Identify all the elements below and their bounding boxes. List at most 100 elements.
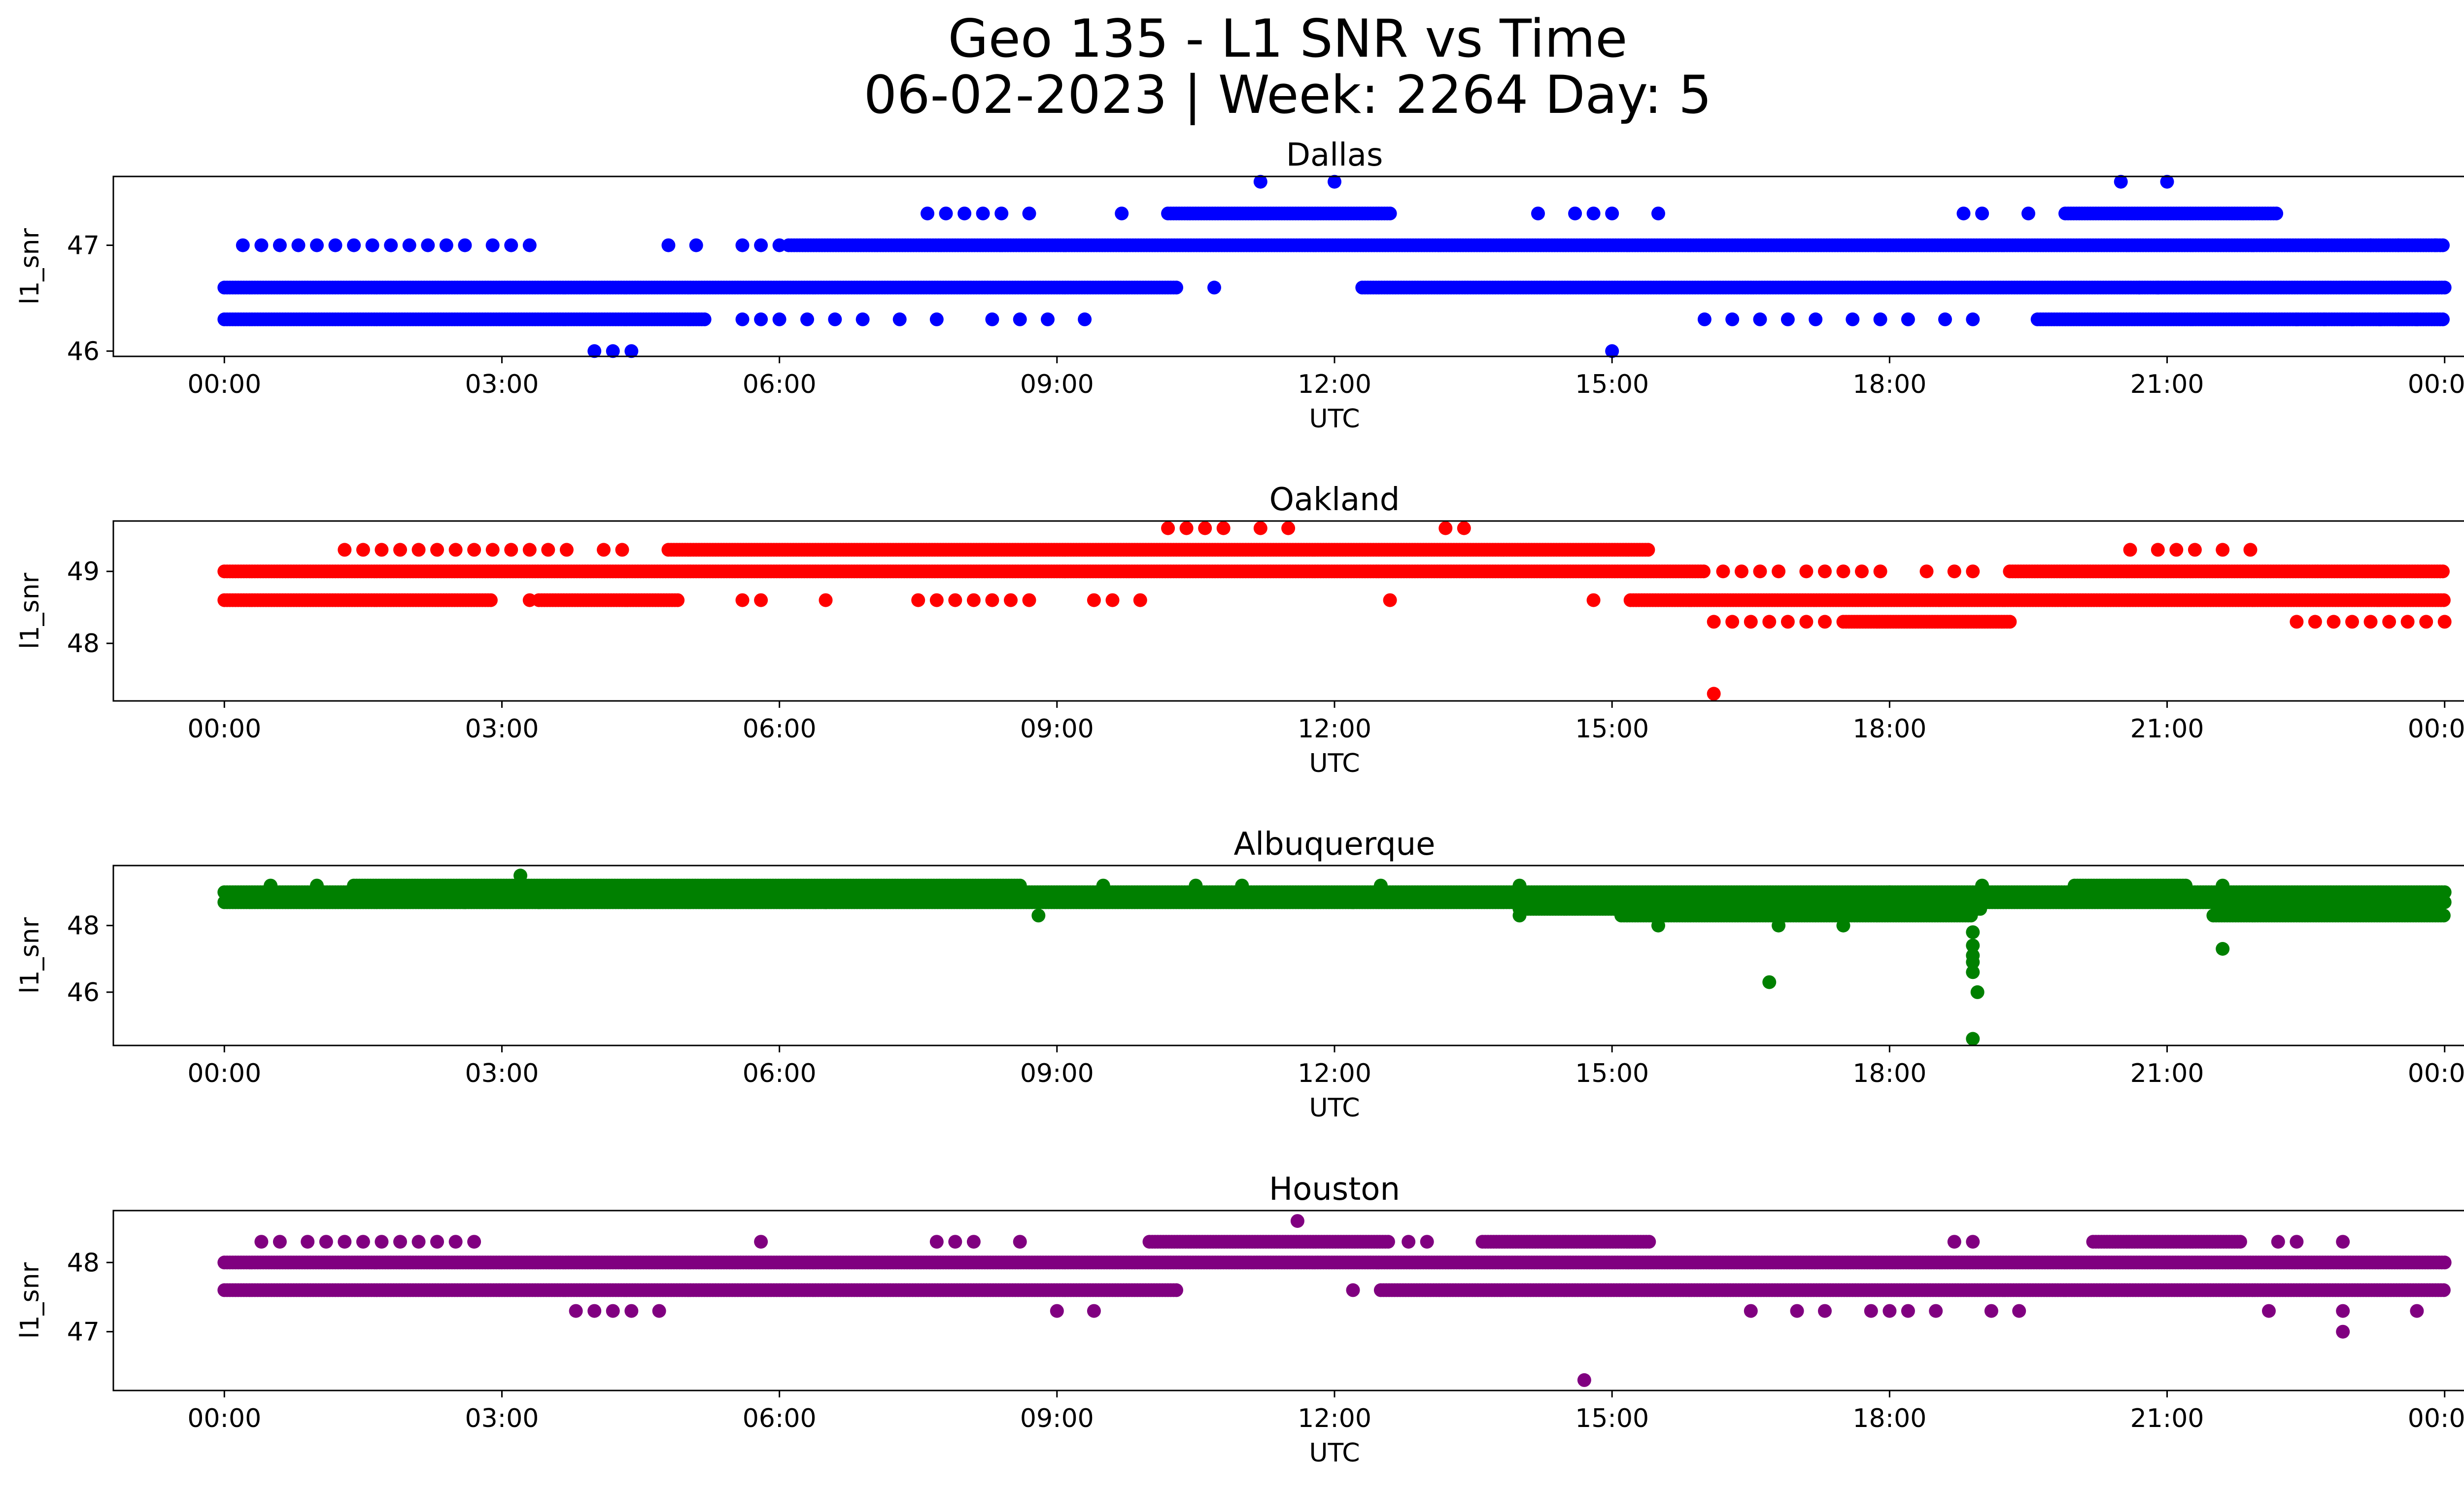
x-tick-label: 09:00 xyxy=(1020,370,1094,399)
data-point xyxy=(2436,312,2450,326)
data-point xyxy=(1753,312,1767,326)
x-tick-label: 21:00 xyxy=(2130,370,2204,399)
data-point xyxy=(2151,280,2165,295)
data-point xyxy=(1115,207,1129,221)
data-point xyxy=(921,207,934,221)
data-point xyxy=(1735,564,1748,579)
data-point xyxy=(800,312,814,326)
data-point xyxy=(1568,207,1582,221)
data-point xyxy=(1901,312,1915,326)
data-point xyxy=(597,543,611,557)
y-tick-label: 48 xyxy=(67,629,100,659)
data-point xyxy=(2429,238,2442,252)
data-point xyxy=(772,238,787,252)
data-point xyxy=(1004,593,1018,607)
data-point xyxy=(485,238,500,252)
data-point xyxy=(1161,521,1175,535)
data-point xyxy=(1531,207,1545,221)
data-point xyxy=(2317,312,2331,326)
data-point xyxy=(1207,280,1221,295)
data-point xyxy=(2132,280,2147,295)
data-point xyxy=(439,238,453,252)
data-point xyxy=(1586,593,1601,607)
data-point xyxy=(1799,564,1814,579)
data-point xyxy=(2391,238,2405,252)
data-point xyxy=(735,593,750,607)
data-point xyxy=(2436,564,2450,579)
data-point xyxy=(2243,543,2258,557)
x-tick-label: 03:00 xyxy=(465,370,539,399)
x-tick-label: 06:00 xyxy=(743,370,817,399)
x-tick-label: 21:00 xyxy=(2130,714,2204,744)
data-point xyxy=(1846,312,1860,326)
data-point xyxy=(2437,280,2452,295)
data-point xyxy=(1780,312,1795,326)
x-tick-label: 00:00 xyxy=(2408,370,2464,399)
data-point xyxy=(448,543,463,557)
data-point xyxy=(2345,312,2359,326)
subplot-title: Oakland xyxy=(1269,482,1400,518)
subplot-title: Albuquerque xyxy=(1233,826,1435,863)
data-point xyxy=(1873,312,1887,326)
x-tick-label: 00:00 xyxy=(187,714,261,744)
y-tick-label: 49 xyxy=(67,557,100,587)
x-tick-label: 15:00 xyxy=(1575,370,1649,399)
data-point xyxy=(615,543,629,557)
data-point xyxy=(2216,543,2230,557)
data-point xyxy=(754,593,768,607)
x-axis-label: UTC xyxy=(1309,749,1360,778)
data-point xyxy=(522,593,537,607)
data-point xyxy=(365,238,379,252)
x-tick-label: 00:00 xyxy=(2408,714,2464,744)
data-point xyxy=(2410,312,2424,326)
data-point xyxy=(689,238,703,252)
data-point xyxy=(236,238,250,252)
data-point xyxy=(384,238,398,252)
data-point xyxy=(735,312,750,326)
data-point xyxy=(911,593,925,607)
data-point xyxy=(856,312,870,326)
data-point xyxy=(2021,207,2035,221)
data-point xyxy=(2419,615,2433,629)
data-point xyxy=(1383,207,1397,221)
data-point xyxy=(1697,312,1711,326)
data-point xyxy=(1836,564,1850,579)
y-axis-label: l1_snr xyxy=(15,572,45,649)
data-point xyxy=(985,312,999,326)
data-point xyxy=(1938,312,1952,326)
figure-subtitle: 06-02-2023 | Week: 2264 Day: 5 xyxy=(863,65,1712,125)
data-point xyxy=(291,238,306,252)
data-point xyxy=(375,543,389,557)
data-point xyxy=(754,238,768,252)
data-point xyxy=(559,543,574,557)
data-point xyxy=(458,238,472,252)
x-tick-label: 00:00 xyxy=(187,370,261,399)
x-tick-label: 15:00 xyxy=(1575,714,1649,744)
data-point xyxy=(2151,543,2165,557)
data-point xyxy=(1605,207,1619,221)
data-points xyxy=(217,521,2452,701)
data-point xyxy=(1780,615,1795,629)
data-point xyxy=(985,593,999,607)
data-point xyxy=(2269,207,2284,221)
data-point xyxy=(1975,207,1989,221)
data-point xyxy=(2400,615,2415,629)
data-point xyxy=(402,238,416,252)
data-point xyxy=(483,593,498,607)
data-point xyxy=(541,543,555,557)
data-point xyxy=(2188,543,2202,557)
data-point xyxy=(939,207,953,221)
data-point xyxy=(966,593,981,607)
data-point xyxy=(1586,207,1601,221)
data-point xyxy=(2373,312,2387,326)
data-point xyxy=(1956,207,1971,221)
data-point xyxy=(1947,564,1961,579)
data-point xyxy=(393,543,407,557)
data-point xyxy=(1966,564,1980,579)
data-point xyxy=(929,593,944,607)
data-point xyxy=(697,312,712,326)
data-point xyxy=(1873,564,1887,579)
data-point xyxy=(504,238,518,252)
